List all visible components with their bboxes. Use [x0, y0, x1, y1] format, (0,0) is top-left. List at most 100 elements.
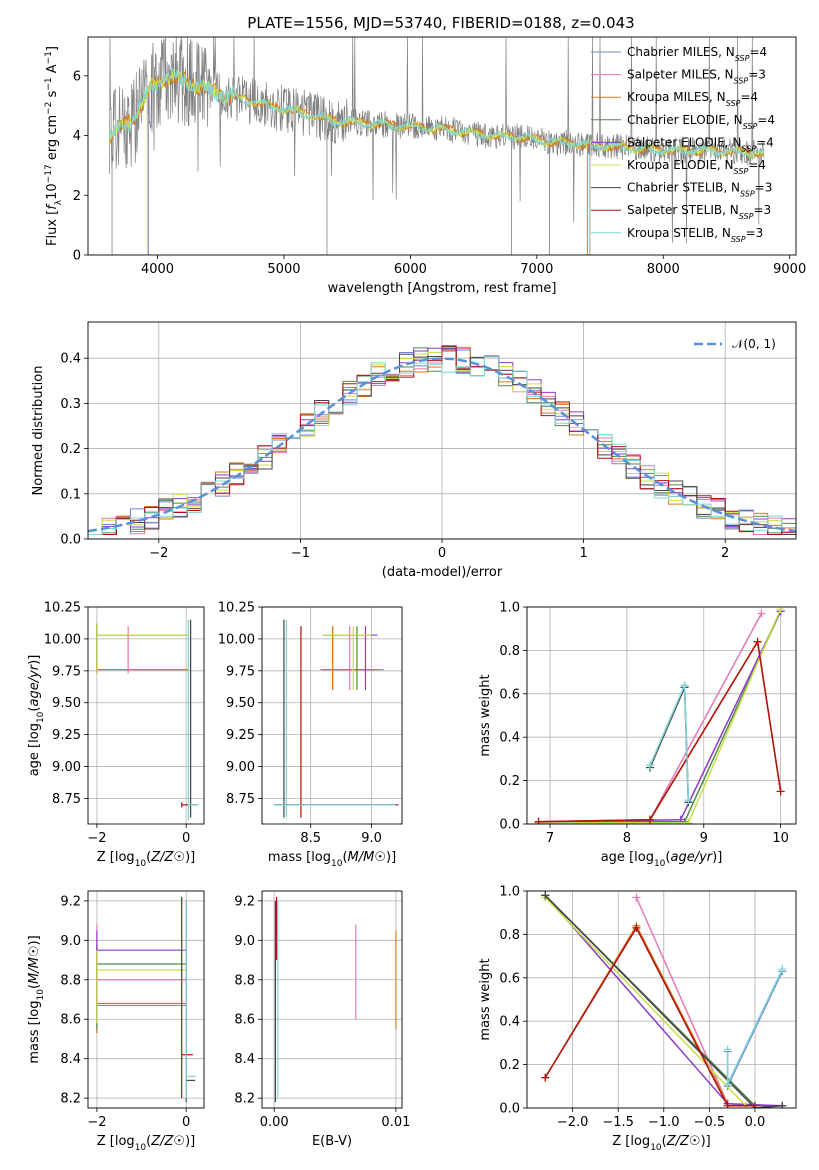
- y-tick-label: 0.8: [499, 928, 520, 943]
- x-tick-label: 8: [623, 831, 631, 846]
- y-tick-label: 8.6: [234, 1013, 255, 1028]
- legend-entry: Salpeter ELODIE, NSSP=4: [627, 135, 774, 153]
- x-tick-label: 0.01: [381, 1115, 410, 1130]
- y-tick-label: 9.0: [234, 934, 255, 949]
- x-axis-label: Z [log10(Z/Z☉)]: [97, 850, 195, 869]
- residual-histogram-panel: −2 −1 0 1 2 0.0 0.1 0.2 0.3 0.4 𝒩(0, 1) (data-model…: [31, 321, 797, 580]
- y-tick-label: 1.0: [499, 885, 520, 900]
- x-tick-label: −2: [87, 1115, 106, 1130]
- mass-weight-point: [750, 1101, 759, 1108]
- legend-entry: Chabrier STELIB, NSSP=3: [627, 181, 772, 199]
- y-tick-label: 8.75: [52, 792, 81, 807]
- y-tick-label: 10.25: [44, 601, 81, 616]
- y-tick-label: 4: [73, 129, 81, 144]
- y-axis-label: mass weight: [478, 674, 493, 756]
- y-tick-label: 9.00: [226, 760, 255, 775]
- model-spectrum: [109, 67, 765, 158]
- mass-weight-line: [538, 639, 782, 823]
- y-tick-label: 0.4: [60, 352, 81, 367]
- mass-weight-point: [541, 1073, 550, 1082]
- y-tick-label: 6: [73, 69, 81, 84]
- y-axis-label: mass weight: [478, 958, 493, 1040]
- mass-weight-line: [635, 897, 756, 1107]
- y-tick-label: 8.2: [60, 1092, 81, 1107]
- y-tick-label: 0.6: [499, 971, 520, 986]
- y-tick-label: 0.0: [499, 1102, 520, 1117]
- y-tick-label: 0.0: [499, 818, 520, 833]
- mass-weight-point: [757, 609, 766, 618]
- y-tick-label: 8.2: [234, 1092, 255, 1107]
- x-axis-label: (data-model)/error: [382, 565, 503, 580]
- axes-frame: [261, 890, 403, 1109]
- plot-area: [534, 607, 785, 824]
- mass-weight-line: [538, 608, 782, 824]
- y-tick-label: 8.8: [234, 973, 255, 988]
- y-tick-label: 1.0: [499, 601, 520, 616]
- y-tick-label: 0.0: [60, 533, 81, 548]
- mass-weight-line: [538, 610, 782, 823]
- x-tick-label: 10: [772, 831, 789, 846]
- axes-frame: [526, 890, 797, 1109]
- mass-weight-line: [538, 613, 763, 823]
- axes-frame: [87, 606, 205, 825]
- spectrum-panel: 4000 5000 6000 7000 8000 9000 0 2 4 6 Chabrier MIL…: [44, 36, 806, 296]
- y-tick-label: 0: [73, 249, 81, 264]
- y-tick-label: 0.4: [499, 731, 520, 746]
- mass-weight-point: [778, 965, 787, 974]
- x-tick-label: 9.0: [361, 831, 382, 846]
- legend-entry: Salpeter STELIB, NSSP=3: [627, 203, 771, 221]
- mass-weight-point: [632, 893, 641, 902]
- mass-weight-point: [684, 796, 693, 805]
- mass-weight-point: [776, 607, 785, 614]
- y-tick-label: 8.6: [60, 1013, 81, 1028]
- y-tick-label: 9.25: [226, 728, 255, 743]
- x-tick-label: −0.5: [694, 1115, 726, 1130]
- mass-weight-point: [645, 761, 654, 770]
- y-axis-label: Flux [fλ10−17 erg cm−2 s−1 A−1]: [44, 46, 64, 246]
- mass-weight-point: [645, 815, 654, 824]
- x-axis-label: Z [log10(Z/Z☉)]: [97, 1134, 195, 1153]
- age-vs-metallicity-panel: −2 0 8.75 9.00 9.25 9.50 9.75 10.00 10.25 Z [log1…: [27, 601, 205, 869]
- mass-vs-metallicity-panel: −2 0 8.2 8.4 8.6 8.8 9.0 9.2 Z [log10(Z/Z☉)] mass…: [27, 890, 205, 1153]
- legend: Chabrier MILES, NSSP=4 Salpeter MILES, NS…: [591, 45, 775, 243]
- y-tick-label: 9.50: [226, 696, 255, 711]
- y-tick-label: 10.25: [218, 601, 255, 616]
- x-tick-label: 7: [546, 831, 554, 846]
- x-tick-label: −1: [291, 546, 310, 561]
- y-tick-label: 8.4: [60, 1052, 81, 1067]
- mass-weight-line: [538, 639, 782, 823]
- x-axis-label: mass [log10(M/M☉)]: [268, 850, 396, 869]
- residual-histogram: [88, 356, 796, 535]
- y-tick-label: 10.00: [218, 632, 255, 647]
- x-tick-label: −2: [87, 831, 106, 846]
- mass-weight-point: [723, 1080, 732, 1089]
- x-axis-label: wavelength [Angstrom, rest frame]: [328, 281, 557, 296]
- x-tick-label: 7000: [520, 262, 553, 277]
- x-tick-label: 2: [721, 546, 729, 561]
- axes-frame: [87, 321, 797, 540]
- y-tick-label: 9.25: [52, 728, 81, 743]
- axes-frame: [87, 890, 205, 1109]
- y-tick-label: 0.8: [499, 644, 520, 659]
- axes-frame: [87, 36, 797, 256]
- residual-histogram: [88, 345, 796, 535]
- mass-weight-point: [541, 891, 550, 900]
- plot-area: [541, 891, 787, 1108]
- mass-weight-point: [753, 637, 762, 646]
- legend-entry: 𝒩(0, 1): [732, 337, 776, 351]
- y-tick-label: 2: [73, 189, 81, 204]
- y-tick-label: 0.2: [499, 1058, 520, 1073]
- mass-weight-point: [776, 787, 785, 796]
- y-tick-label: 0.3: [60, 397, 81, 412]
- axes-frame: [261, 606, 403, 825]
- y-tick-label: 8.8: [60, 973, 81, 988]
- x-tick-label: −1.0: [648, 1115, 680, 1130]
- y-tick-label: 9.75: [226, 664, 255, 679]
- mass-weight-vs-age-panel: 7 8 9 10 0.0 0.2 0.4 0.6 0.8 1.0 age [log10(age/yr…: [478, 601, 797, 869]
- mass-vs-ebv-panel: 0.00 0.01 8.2 8.4 8.6 8.8 9.0 9.2 E(B-V): [234, 890, 410, 1149]
- x-tick-label: 5000: [267, 262, 300, 277]
- y-tick-label: 9.75: [52, 664, 81, 679]
- x-tick-label: 9: [700, 831, 708, 846]
- gaussian-curve: [88, 357, 796, 533]
